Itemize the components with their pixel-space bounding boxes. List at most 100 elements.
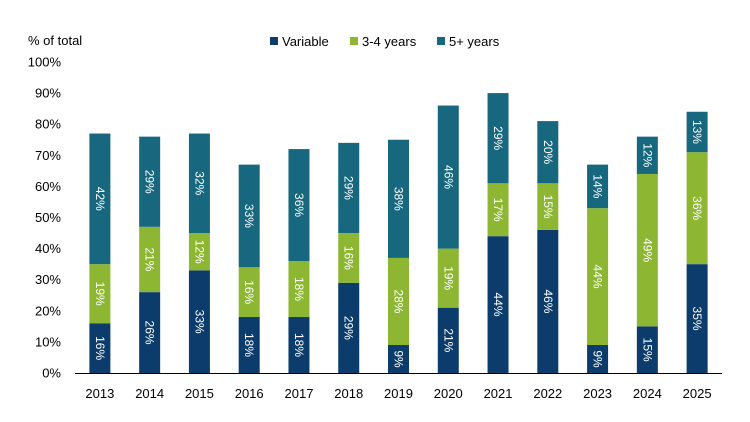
- legend-label: 3-4 years: [362, 34, 417, 49]
- bar-segment: [89, 133, 111, 265]
- bar-value-label: 29%: [342, 176, 356, 200]
- bar-value-label: 18%: [292, 277, 306, 301]
- y-tick-label: 60%: [35, 179, 61, 194]
- bar-value-label: 15%: [640, 338, 654, 362]
- bars: 16% 19% 42% 26% 21% 29% 33% 12% 32% 18% 16% 33% 18% 1…: [89, 93, 708, 373]
- legend-swatch: [270, 37, 278, 45]
- y-tick-label: 0%: [42, 366, 61, 381]
- bar-segment: [587, 345, 609, 373]
- bar-segment: [587, 164, 609, 209]
- bar-segment: [388, 345, 409, 373]
- bar-value-label: 15%: [541, 195, 555, 219]
- bar-segment: [636, 326, 658, 373]
- y-tick-label: 30%: [35, 272, 61, 287]
- bar-value-label: 13%: [690, 120, 704, 144]
- bar-value-label: 9%: [591, 350, 605, 368]
- bar-value-label: 38%: [392, 187, 406, 211]
- bar-value-label: 36%: [292, 193, 306, 217]
- bar-value-label: 35%: [690, 307, 704, 331]
- bar-value-label: 44%: [591, 265, 605, 289]
- bar-segment: [636, 136, 658, 174]
- y-tick-label: 10%: [35, 334, 61, 349]
- bar-segment: [139, 136, 161, 227]
- bar-value-label: 19%: [441, 266, 455, 290]
- y-tick-label: 50%: [35, 210, 61, 225]
- bar-value-label: 20%: [541, 140, 555, 164]
- x-tick-label: 2017: [285, 386, 314, 401]
- bar-segment: [238, 267, 260, 318]
- y-tick-label: 100%: [28, 55, 62, 70]
- bar-value-label: 9%: [392, 350, 406, 368]
- x-tick-label: 2024: [633, 386, 662, 401]
- y-tick-label: 90%: [35, 86, 61, 101]
- y-tick-label: 20%: [35, 303, 61, 318]
- bar-segment: [388, 257, 409, 346]
- bar-value-label: 16%: [93, 336, 107, 360]
- bar-segment: [139, 226, 161, 293]
- x-tick-label: 2022: [533, 386, 562, 401]
- legend-swatch: [350, 37, 358, 45]
- bar-value-label: 32%: [192, 171, 206, 195]
- bar-segment: [288, 149, 310, 262]
- bar-segment: [89, 323, 111, 373]
- y-tick-label: 40%: [35, 241, 61, 256]
- bar-value-label: 49%: [640, 238, 654, 262]
- x-tick-label: 2013: [85, 386, 114, 401]
- bar-value-label: 33%: [192, 310, 206, 334]
- y-axis-title: % of total: [28, 33, 82, 48]
- bar-segment: [487, 93, 509, 184]
- x-tick-label: 2014: [135, 386, 164, 401]
- bar-segment: [188, 233, 210, 271]
- bar-value-label: 12%: [192, 240, 206, 264]
- bar-segment: [338, 282, 360, 373]
- bar-segment: [686, 264, 708, 373]
- bar-segment: [437, 248, 459, 308]
- bar-segment: [388, 139, 409, 258]
- x-tick-label: 2023: [583, 386, 612, 401]
- bar-segment: [537, 229, 559, 373]
- legend-label: Variable: [282, 34, 329, 49]
- bar-value-label: 29%: [342, 316, 356, 340]
- y-tick-label: 70%: [35, 148, 61, 163]
- bar-segment: [338, 233, 360, 283]
- bar-segment: [139, 292, 161, 373]
- bar-value-label: 16%: [242, 280, 256, 304]
- legend: Variable 3-4 years 5+ years: [270, 34, 500, 49]
- bar-segment: [487, 183, 509, 237]
- y-axis-ticks: 0% 10% 20% 30% 40% 50% 60% 70% 80% 90% 100%: [28, 55, 62, 381]
- bar-segment: [338, 142, 360, 234]
- bar-value-label: 26%: [143, 321, 157, 345]
- bar-segment: [686, 111, 708, 153]
- bar-value-label: 33%: [242, 204, 256, 228]
- x-tick-label: 2015: [185, 386, 214, 401]
- bar-segment: [238, 317, 260, 373]
- x-tick-label: 2020: [434, 386, 463, 401]
- bar-value-label: 18%: [242, 333, 256, 357]
- bar-value-label: 36%: [690, 196, 704, 220]
- x-tick-label: 2016: [235, 386, 264, 401]
- legend-swatch: [437, 37, 445, 45]
- bar-segment: [188, 270, 210, 373]
- y-tick-label: 80%: [35, 117, 61, 132]
- bar-value-label: 16%: [342, 246, 356, 270]
- legend-label: 5+ years: [449, 34, 500, 49]
- x-tick-label: 2025: [683, 386, 712, 401]
- bar-segment: [537, 183, 559, 230]
- bar-value-label: 17%: [491, 198, 505, 222]
- bar-value-label: 21%: [143, 247, 157, 271]
- bar-value-label: 14%: [591, 174, 605, 198]
- bar-value-label: 12%: [640, 143, 654, 167]
- bar-value-label: 19%: [93, 282, 107, 306]
- x-tick-label: 2018: [334, 386, 363, 401]
- bar-segment: [686, 152, 708, 265]
- bar-segment: [587, 208, 609, 346]
- bar-value-label: 29%: [143, 170, 157, 194]
- bar-value-label: 46%: [441, 165, 455, 189]
- bar-value-label: 42%: [93, 187, 107, 211]
- bar-value-label: 29%: [491, 126, 505, 150]
- bar-segment: [238, 164, 260, 268]
- x-tick-label: 2019: [384, 386, 413, 401]
- bar-value-label: 18%: [292, 333, 306, 357]
- x-axis-ticks: 2013 2014 2015 2016 2017 2018 2019 2020 2021 2022…: [85, 386, 711, 401]
